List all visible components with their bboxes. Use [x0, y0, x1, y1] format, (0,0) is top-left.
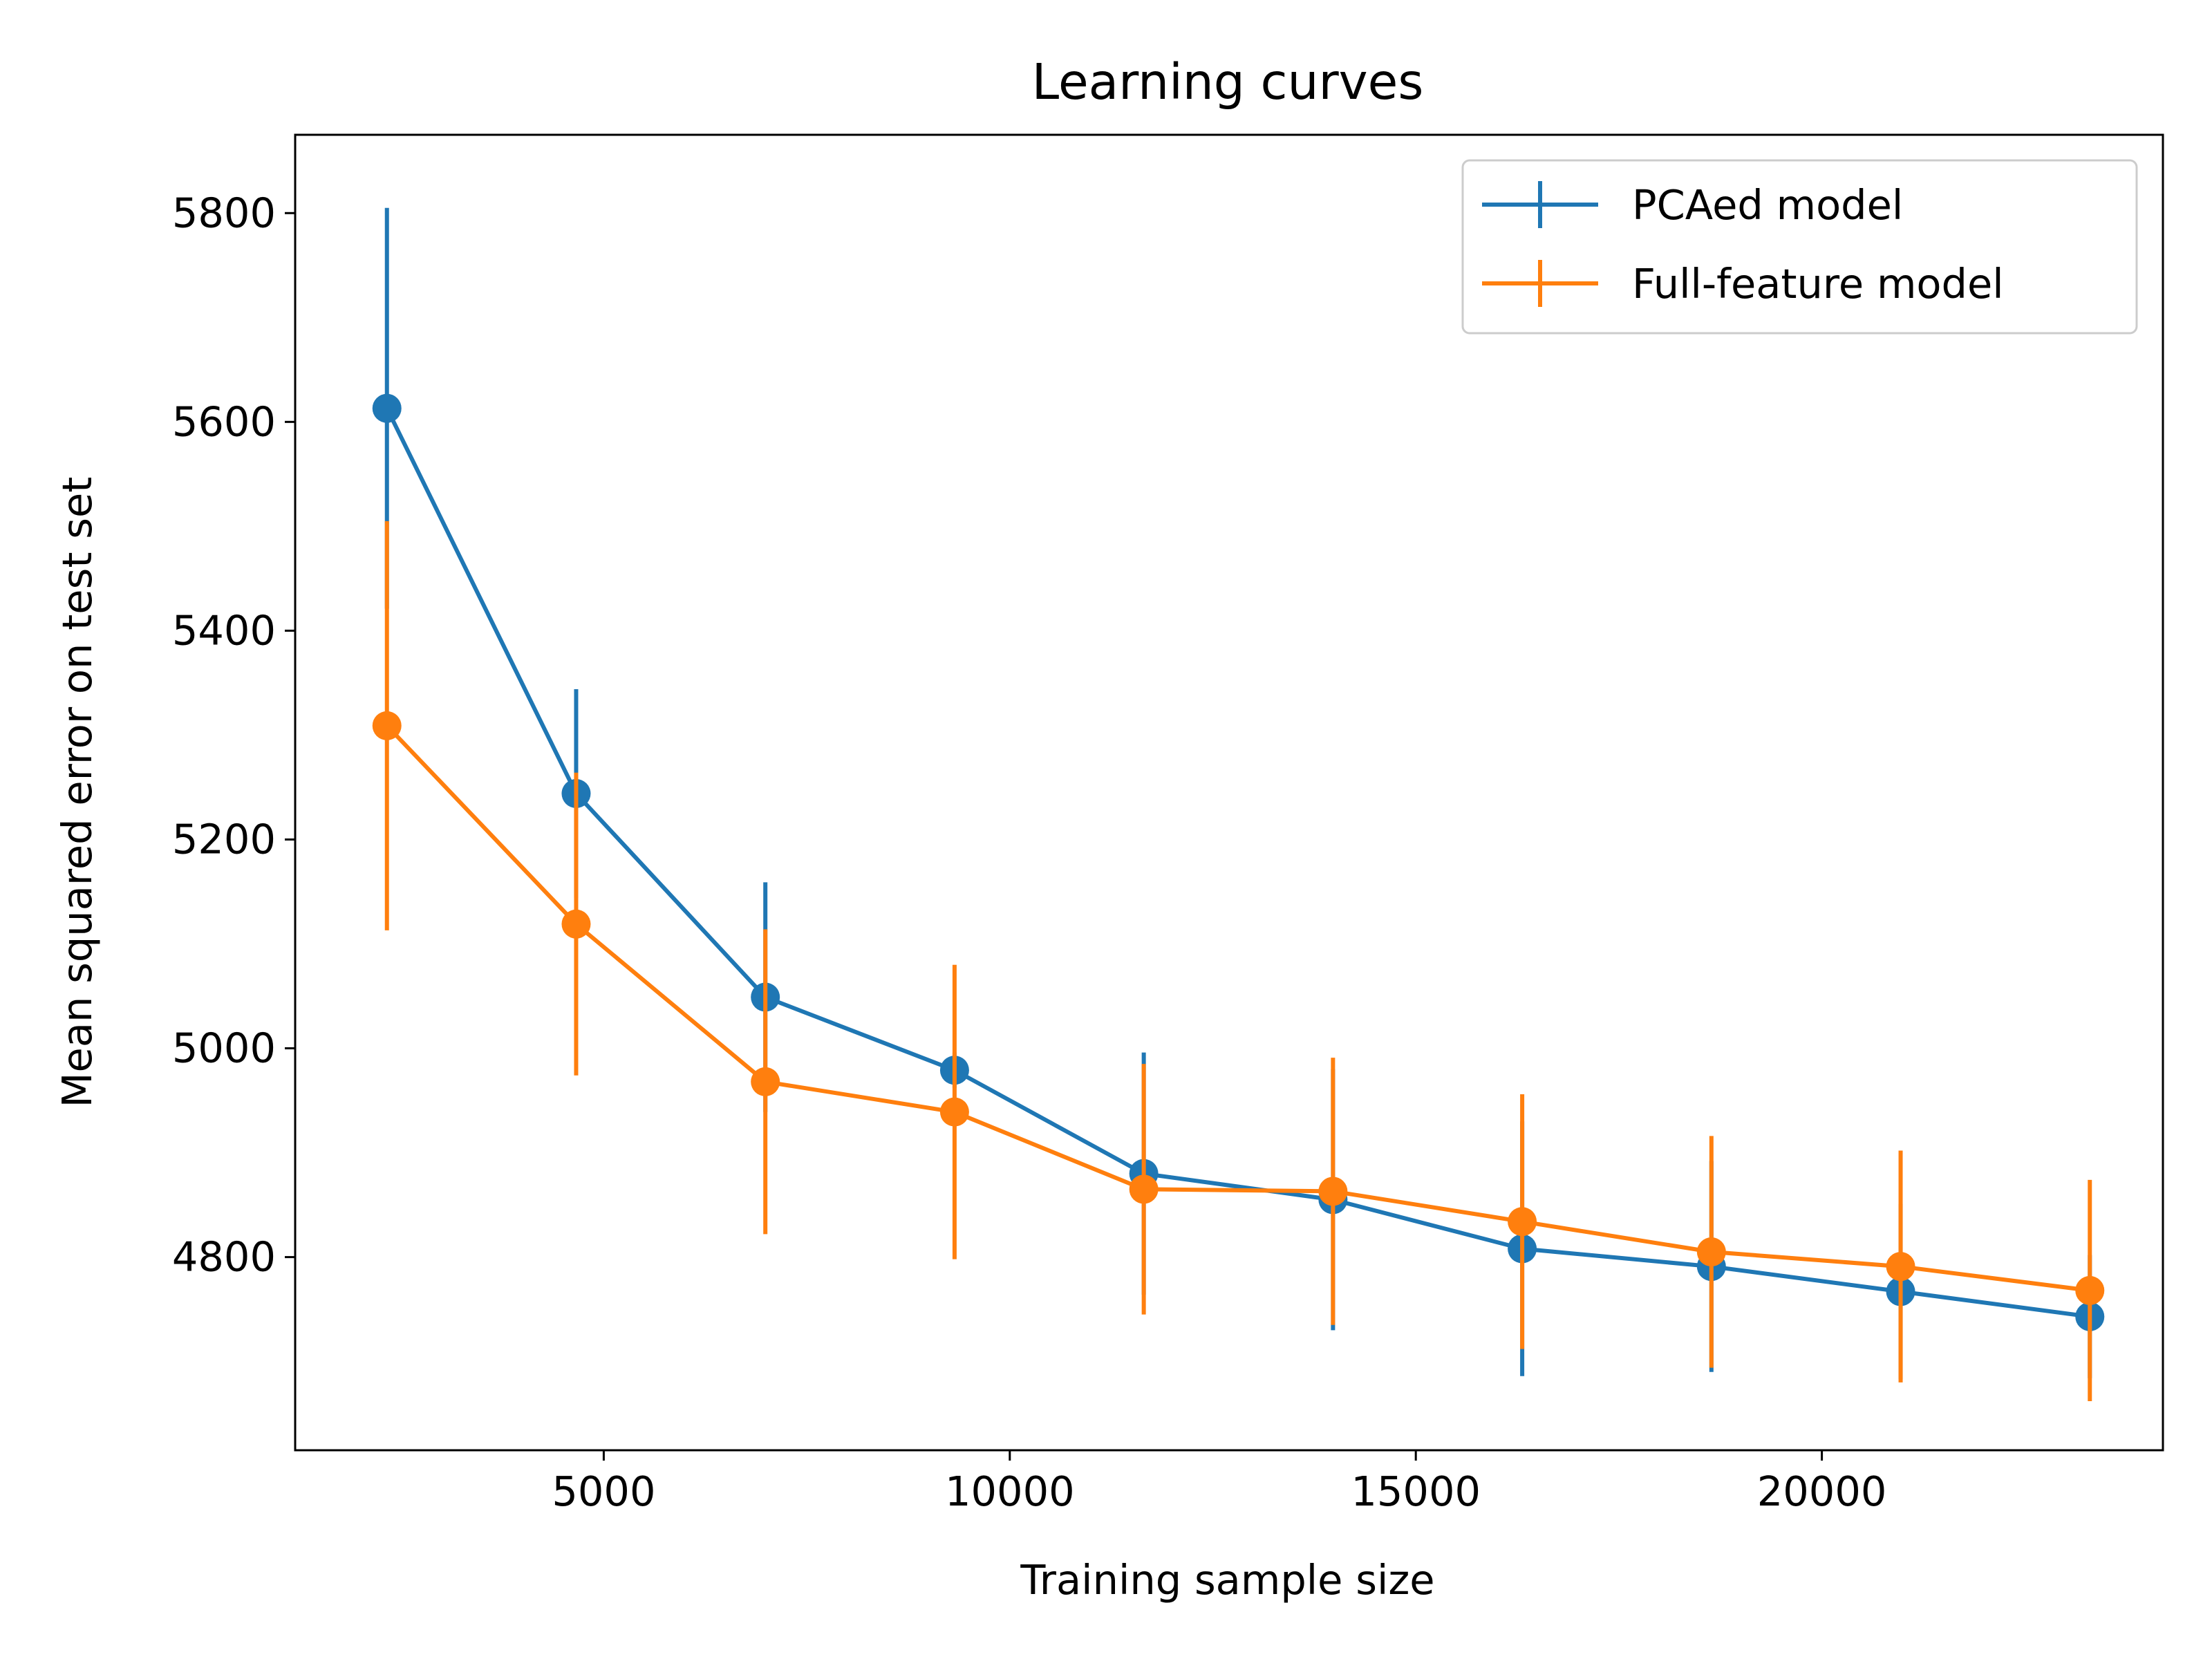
data-point — [1129, 1174, 1159, 1204]
y-axis: 4800 5000 5200 5400 5600 5800 — [172, 189, 295, 1281]
data-point — [1318, 1177, 1348, 1206]
series-2 — [372, 521, 2105, 1402]
series-line — [385, 724, 2090, 1293]
y-tick-label: 5800 — [172, 189, 276, 236]
legend-box — [1461, 159, 2138, 335]
data-point — [1886, 1252, 1915, 1282]
y-tick-label: 5200 — [172, 815, 276, 863]
x-tick-label: 5000 — [552, 1468, 655, 1515]
data-point — [561, 909, 591, 939]
data-point — [939, 1097, 969, 1127]
plot-frame — [294, 133, 2164, 1452]
y-tick-label: 5400 — [172, 606, 276, 654]
x-tick-label: 10000 — [945, 1468, 1075, 1515]
series-line — [385, 407, 2090, 1319]
y-tick-label: 5600 — [172, 397, 276, 445]
data-point — [1696, 1237, 1726, 1267]
legend-label: PCAed model — [1632, 181, 1903, 229]
x-tick-label: 15000 — [1351, 1468, 1481, 1515]
chart-title: Learning curves — [1032, 53, 1424, 111]
y-tick-label: 5000 — [172, 1024, 276, 1072]
x-axis-label: Training sample size — [1020, 1556, 1434, 1604]
data-point — [372, 393, 402, 423]
y-tick-label: 4800 — [172, 1233, 276, 1281]
data-point — [372, 711, 402, 740]
legend: PCAed model Full-feature model — [1461, 159, 2138, 335]
legend-label: Full-feature model — [1632, 260, 2004, 308]
x-axis: 5000 10000 15000 20000 — [552, 1450, 1886, 1515]
data-point — [1508, 1207, 1537, 1237]
data-point — [751, 1067, 780, 1096]
y-axis-label: Mean squared error on test set — [53, 477, 101, 1108]
data-point — [2075, 1275, 2105, 1305]
x-tick-label: 20000 — [1757, 1468, 1887, 1515]
plot-area — [372, 207, 2105, 1402]
